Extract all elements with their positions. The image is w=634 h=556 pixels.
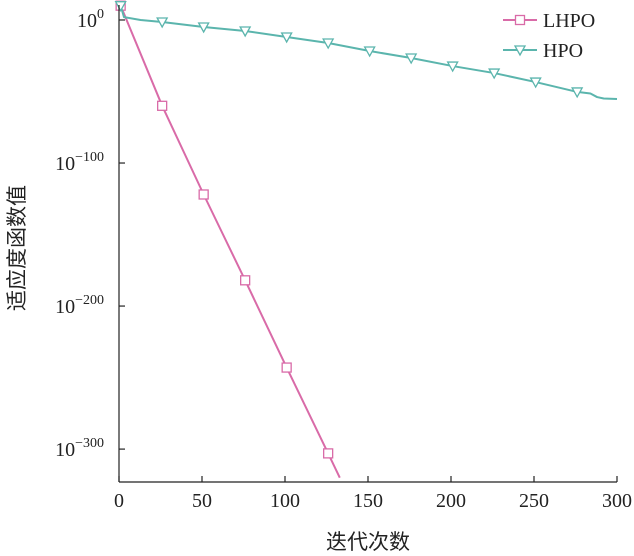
data-point-hpo: [363, 46, 376, 58]
data-point-lhpo: [240, 275, 251, 286]
legend-label-lhpo: LHPO: [543, 10, 595, 32]
y-tick-label-exponent: −200: [75, 293, 104, 308]
data-point-hpo: [114, 1, 127, 13]
data-point-lhpo: [323, 448, 334, 459]
data-point-hpo: [571, 87, 584, 99]
y-tick-label: 10−100: [55, 150, 104, 175]
x-tick-label: 300: [602, 490, 632, 512]
legend-label-hpo: HPO: [543, 40, 583, 62]
y-tick-label-base: 10: [55, 153, 75, 175]
y-tick-label-exponent: 0: [97, 7, 104, 22]
data-point-lhpo: [281, 362, 292, 373]
data-point-hpo: [280, 32, 293, 44]
data-point-hpo: [156, 17, 169, 29]
y-tick-label-base: 10: [77, 10, 97, 32]
data-point-lhpo: [198, 189, 209, 200]
y-tick-label-base: 10: [55, 296, 75, 318]
data-point-hpo: [488, 68, 501, 80]
x-tick-label: 0: [114, 490, 124, 512]
x-tick-label: 250: [519, 490, 549, 512]
x-tick-label: 200: [436, 490, 466, 512]
data-point-hpo: [322, 38, 335, 50]
y-tick-label: 10−300: [55, 436, 104, 461]
y-tick-label-exponent: −100: [75, 150, 104, 165]
axes: [118, 5, 617, 483]
data-point-hpo: [197, 22, 210, 34]
legend-marker-square-icon: [514, 14, 526, 26]
legend-entry-hpo: HPO: [503, 40, 583, 62]
legend-marker-triangle-down-icon: [513, 45, 527, 57]
data-point-lhpo: [157, 100, 168, 111]
plot-area: [114, 0, 618, 479]
y-tick-label-base: 10: [55, 439, 75, 461]
data-point-hpo: [446, 61, 459, 73]
legend-entry-lhpo: LHPO: [503, 10, 595, 32]
data-point-hpo: [239, 26, 252, 38]
legend: LHPO HPO: [503, 10, 595, 62]
y-tick-label-exponent: −300: [75, 436, 104, 451]
y-axis-title: 适应度函数值: [5, 185, 29, 311]
x-tick-label: 150: [353, 490, 383, 512]
series-line-lhpo: [119, 5, 341, 479]
y-tick-label: 10−200: [55, 293, 104, 318]
y-tick-label: 100: [77, 7, 104, 32]
x-tick-label: 50: [192, 490, 212, 512]
data-point-hpo: [529, 77, 542, 89]
x-tick-label: 100: [270, 490, 300, 512]
data-point-hpo: [405, 53, 418, 65]
x-axis-title: 迭代次数: [326, 530, 410, 554]
